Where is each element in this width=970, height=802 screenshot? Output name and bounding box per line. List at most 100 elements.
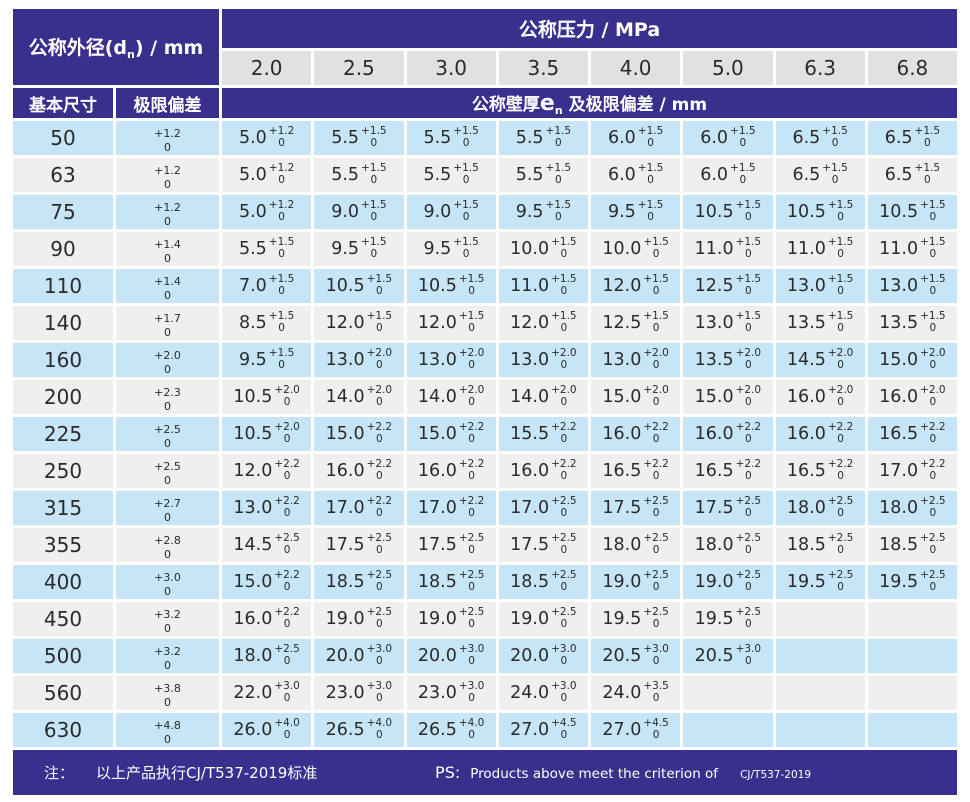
wall-thickness-value: 6.5 (792, 128, 821, 148)
basic-size-cell: 160 (13, 343, 113, 377)
tolerance-plus: +1.5 (637, 124, 664, 137)
tolerance-plus: +1.5 (827, 198, 854, 211)
wall-thickness-cell: 16.0 +2.0 0 (775, 380, 865, 414)
tolerance-plus: +4.5 (551, 716, 577, 729)
wall-thickness-value: 16.0 (602, 424, 642, 444)
deviation-stack: +1.4 0 (154, 238, 181, 264)
tolerance-plus: +2.5 (920, 494, 946, 507)
wall-thickness-cell: 24.0 +3.5 0 (591, 676, 681, 710)
tolerance-stack: +2.5 0 (367, 606, 393, 630)
wall-thickness-value: 9.5 (331, 239, 360, 259)
tolerance-zero: 0 (929, 322, 937, 334)
tolerance-stack: +2.5 0 (736, 532, 762, 556)
wall-thickness-value: 6.0 (700, 128, 729, 148)
tolerance-stack: +2.5 0 (736, 606, 762, 630)
deviation-plus: +1.4 (154, 275, 181, 289)
wall-thickness-cell: 12.0 +2.2 0 (222, 454, 312, 488)
tolerance-stack: +1.5 0 (546, 162, 572, 186)
tolerance-plus: +1.5 (920, 309, 946, 322)
tolerance-stack: +1.5 0 (638, 125, 664, 149)
wall-thickness-value: 6.0 (607, 165, 636, 185)
wall-thickness-cell: 20.0 +3.0 0 (406, 639, 496, 673)
tolerance-zero: 0 (283, 433, 291, 445)
wall-thickness-cell: 14.0 +2.0 0 (406, 380, 496, 414)
wall-thickness-cell: 15.0 +2.0 0 (867, 343, 957, 377)
tolerance-stack: +2.2 0 (643, 458, 669, 482)
deviation-stack: +3.0 0 (154, 571, 181, 597)
tolerance-stack: +1.5 0 (551, 310, 577, 334)
tolerance-stack: +1.5 0 (367, 273, 393, 297)
tolerance-plus: +2.0 (551, 383, 577, 396)
tolerance-plus: +1.5 (458, 272, 485, 285)
deviation-stack: +1.2 0 (154, 164, 181, 190)
wall-thickness-cell: 5.5 +1.5 0 (406, 121, 496, 155)
wall-thickness-value: 14.0 (325, 387, 365, 407)
tolerance-plus: +1.5 (637, 198, 664, 211)
wall-thickness-cell (683, 676, 773, 710)
wall-thickness-value: 10.0 (602, 239, 642, 259)
tolerance-plus: +2.2 (458, 420, 485, 433)
wall-thickness-cell: 16.0 +2.2 0 (222, 602, 312, 636)
basic-size-value: 75 (50, 200, 76, 224)
tolerance-stack: +1.5 0 (453, 162, 479, 186)
deviation-cell: +1.2 0 (116, 121, 219, 155)
wall-thickness-value: 13.5 (879, 313, 919, 333)
pressure-value-cell: 5.0 (683, 51, 773, 85)
basic-size-value: 110 (43, 274, 83, 298)
wall-thickness-cell: 16.0 +2.2 0 (591, 417, 681, 451)
wall-thickness-cell: 5.5 +1.5 0 (222, 232, 312, 266)
wall-thickness-value: 19.0 (510, 609, 550, 629)
wall-thickness-value: 19.5 (602, 609, 642, 629)
tolerance-stack: +2.0 0 (551, 384, 577, 408)
wall-thickness-cell: 6.0 +1.5 0 (683, 158, 773, 192)
wall-thickness-value: 17.5 (510, 535, 550, 555)
wall-thickness-cell: 17.5 +2.5 0 (683, 491, 773, 525)
footer-bar: 注： 以上产品执行CJ/T537-2019标准 PS: Products abo… (13, 750, 957, 795)
tolerance-plus: +1.2 (268, 124, 295, 137)
tolerance-stack: +2.2 0 (736, 458, 762, 482)
tolerance-zero: 0 (560, 618, 568, 630)
tolerance-stack: +1.5 0 (822, 125, 848, 149)
tolerance-zero: 0 (647, 137, 654, 149)
wall-thickness-value: 17.0 (879, 461, 919, 481)
tolerance-plus: +2.2 (274, 457, 300, 470)
wall-thickness-value: 13.0 (417, 350, 457, 370)
tolerance-zero: 0 (560, 285, 568, 297)
tolerance-zero: 0 (831, 137, 839, 149)
deviation-plus: +3.8 (154, 682, 181, 696)
deviation-plus: +4.8 (154, 719, 181, 733)
wall-thickness-cell: 16.5 +2.2 0 (591, 454, 681, 488)
tolerance-zero: 0 (652, 248, 660, 260)
tolerance-zero: 0 (468, 692, 475, 704)
tolerance-zero: 0 (739, 137, 747, 149)
deviation-plus: +2.5 (154, 460, 181, 474)
tolerance-stack: +1.5 0 (828, 273, 854, 297)
wall-thickness-cell: 18.0 +2.5 0 (775, 491, 865, 525)
wall-thickness-value: 14.0 (417, 387, 457, 407)
tolerance-plus: +1.5 (643, 235, 669, 248)
tolerance-plus: +3.0 (366, 679, 393, 692)
wall-thickness-value: 16.5 (694, 461, 734, 481)
wall-thickness-value: 13.5 (786, 313, 826, 333)
tolerance-plus: +4.0 (458, 716, 485, 729)
pipe-spec-table: 公称外径(dn) / mm 公称压力 / MPa 2.0 2.5 3.0 3.5… (10, 6, 960, 798)
tolerance-zero: 0 (376, 618, 383, 630)
deviation-zero: 0 (164, 214, 171, 228)
tolerance-stack: +1.5 0 (736, 199, 762, 223)
tolerance-stack: +1.5 0 (459, 273, 485, 297)
tolerance-stack: +1.5 0 (920, 236, 946, 260)
tolerance-plus: +2.2 (920, 420, 946, 433)
wall-thickness-cell: 10.0 +1.5 0 (498, 232, 588, 266)
tolerance-zero: 0 (929, 248, 937, 260)
header-row-2: 2.0 2.5 3.0 3.5 4.0 5.0 6.3 6.8 (13, 51, 957, 85)
deviation-cell: +2.8 0 (116, 528, 219, 562)
tolerance-stack: +2.5 0 (551, 606, 577, 630)
outer-diameter-label: 公称外径(dn) / mm (28, 37, 204, 61)
tolerance-zero: 0 (468, 322, 475, 334)
pressure-value: 2.0 (250, 56, 283, 80)
wall-thickness-cell: 15.0 +2.2 0 (406, 417, 496, 451)
tolerance-stack: +2.5 0 (643, 532, 669, 556)
tolerance-zero: 0 (560, 692, 568, 704)
tolerance-zero: 0 (468, 581, 475, 593)
tolerance-stack: +2.5 0 (828, 569, 854, 593)
